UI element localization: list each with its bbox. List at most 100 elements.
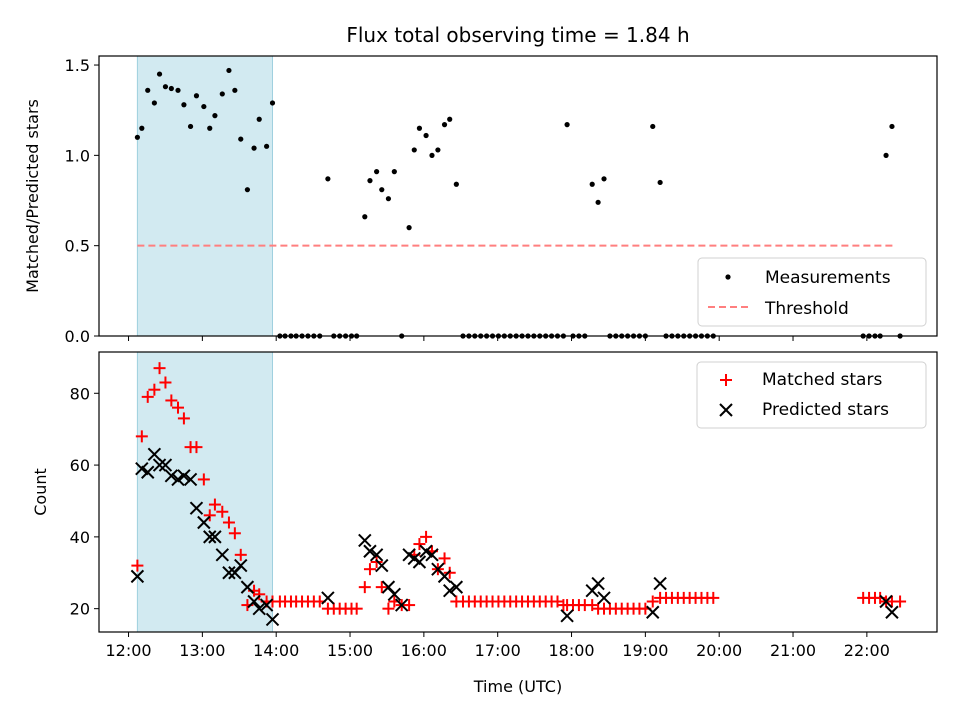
predicted-stars-point [215, 548, 230, 562]
top-panel: Flux total observing time = 1.84 h Match… [23, 23, 938, 346]
predicted-stars-point [130, 569, 145, 584]
measurement-point [201, 103, 207, 110]
matched-stars-point [141, 390, 154, 403]
top-ytick-label: 0.0 [65, 327, 90, 346]
measurement-point [391, 169, 397, 175]
matched-stars-point [253, 588, 266, 601]
predicted-stars-point [597, 591, 611, 605]
predicted-stars-point [363, 544, 377, 558]
bottom-legend-box [696, 361, 927, 429]
xtick-label: 22:00 [844, 641, 890, 660]
predicted-stars-point [208, 530, 222, 544]
top-highlight-span [136, 55, 274, 337]
measurement-point [134, 134, 140, 140]
predicted-stars-point [240, 580, 255, 594]
measurement-point [423, 132, 429, 139]
measurement-point [374, 169, 380, 175]
measurement-point [244, 187, 251, 193]
measurement-point [238, 136, 244, 142]
measurement-point [453, 181, 459, 187]
matched-stars-point [203, 509, 216, 522]
matched-stars-point [420, 530, 433, 543]
matched-stars-point [228, 527, 241, 540]
legend-predicted-marker [719, 403, 733, 417]
measurement-point [212, 113, 218, 119]
measurement-point [362, 214, 368, 220]
matched-stars-point [403, 599, 416, 612]
predicted-stars-point [252, 601, 266, 616]
predicted-stars-point [158, 458, 173, 472]
top-ylabel: Matched/Predicted stars [23, 99, 42, 293]
measurement-point [429, 152, 435, 158]
measurement-point [193, 93, 200, 99]
xtick-label: 16:00 [401, 641, 447, 660]
xtick-label: 18:00 [548, 641, 594, 660]
matched-stars-point [148, 383, 161, 396]
measurement-point [883, 152, 889, 158]
bottom-panel: Count Time (UTC) 20 40 60 80 12:00 13:00 14:00… [31, 351, 938, 696]
measurement-point [411, 147, 417, 153]
predicted-stars-point [885, 605, 899, 619]
matched-stars-point [172, 401, 185, 414]
measurement-point [650, 123, 656, 130]
measurement-point [232, 87, 238, 93]
matched-stars-point [438, 552, 451, 565]
matched-stars-point [177, 412, 190, 425]
legend-matched-marker [720, 374, 732, 386]
measurement-point [657, 179, 663, 186]
matched-stars-point [707, 591, 720, 604]
predicted-stars-point [449, 580, 464, 594]
top-legend-box [697, 257, 927, 327]
xtick-label: 12:00 [105, 641, 151, 660]
predicted-stars-point [653, 576, 667, 591]
predicted-stars-point [141, 465, 155, 479]
legend-matched-label: Matched stars [762, 370, 882, 390]
predicted-stars-point [183, 472, 198, 487]
matched-stars-point [153, 362, 166, 375]
measurement-point [256, 116, 262, 122]
measurement-point [595, 199, 601, 205]
xtick-label: 20:00 [696, 641, 742, 660]
legend-measurements-marker [725, 274, 731, 280]
measurement-point [251, 145, 257, 151]
top-ytick-label: 1.5 [65, 56, 90, 75]
predicted-stars-point [412, 555, 427, 569]
predicted-stars-point [591, 576, 605, 591]
matched-stars-point [443, 566, 456, 579]
xtick-label: 14:00 [253, 641, 299, 660]
measurement-point [226, 67, 232, 74]
matched-stars-point [131, 559, 144, 572]
bottom-ylabel: Count [31, 468, 50, 516]
bottom-legend: Matched stars Predicted stars [696, 361, 927, 429]
predicted-stars-point [321, 591, 335, 605]
matched-stars-point [222, 516, 235, 529]
measurement-point [139, 125, 145, 131]
matched-stars-point [894, 595, 907, 608]
measurement-point [168, 85, 174, 92]
predicted-stars-point [419, 544, 433, 558]
predicted-stars-point [425, 548, 439, 562]
predicted-stars-point [164, 469, 179, 483]
matched-stars-point [190, 441, 203, 454]
xtick-label: 13:00 [179, 641, 225, 660]
measurement-point [589, 181, 595, 187]
xtick-label: 19:00 [622, 641, 668, 660]
matched-stars-point [216, 505, 229, 518]
measurement-point [175, 87, 181, 93]
predicted-stars-point [147, 447, 162, 462]
legend-measurements-label: Measurements [765, 268, 891, 288]
measurement-point [156, 71, 163, 77]
measurement-point [219, 91, 225, 97]
predicted-stars-point [265, 612, 280, 627]
matched-stars-point [135, 430, 148, 443]
predicted-stars-point [369, 548, 384, 562]
measurement-point [207, 125, 213, 131]
xtick-label: 21:00 [770, 641, 816, 660]
predicted-stars-point [646, 605, 660, 619]
matched-stars-point [159, 376, 172, 389]
predicted-stars-point [387, 587, 402, 602]
predicted-stars-point [879, 594, 893, 609]
xtick-label: 15:00 [327, 641, 373, 660]
predicted-stars-point [375, 558, 389, 573]
